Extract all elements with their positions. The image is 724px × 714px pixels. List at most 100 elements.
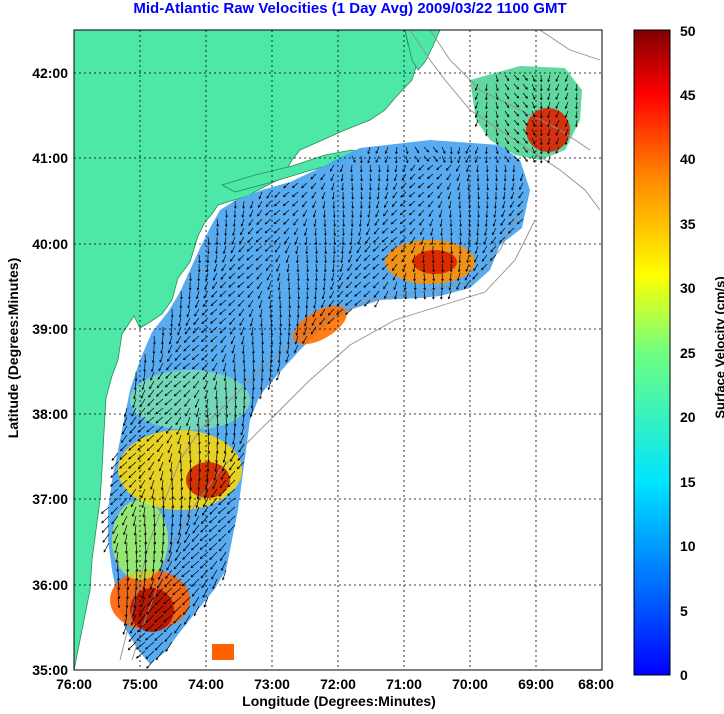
velocity-arrow: [187, 506, 191, 517]
velocity-arrow: [439, 209, 443, 218]
velocity-arrow: [198, 254, 201, 263]
velocity-arrow: [495, 92, 499, 100]
velocity-arrowhead: [459, 233, 463, 237]
velocity-arrowhead: [564, 88, 568, 92]
velocity-arrow: [522, 146, 528, 153]
velocity-arrowhead: [138, 476, 142, 480]
velocity-arrow: [490, 245, 497, 252]
velocity-arrow: [232, 434, 236, 445]
velocity-arrowhead: [164, 411, 168, 415]
velocity-arrowhead: [403, 287, 407, 291]
velocity-arrow: [255, 245, 263, 252]
velocity-arrowhead: [320, 313, 323, 317]
velocity-arrowhead: [214, 396, 218, 400]
velocity-arrow: [517, 200, 524, 207]
velocity-arrow: [189, 470, 192, 481]
velocity-arrow: [256, 227, 263, 234]
velocity-arrow: [485, 155, 488, 163]
velocity-arrow: [472, 272, 479, 280]
velocity-arrowhead: [474, 124, 478, 128]
velocity-arrowhead: [167, 350, 171, 354]
velocity-arrow: [431, 236, 434, 245]
velocity-arrowhead: [313, 305, 316, 309]
velocity-arrowhead: [170, 324, 174, 328]
velocity-arrowhead: [160, 487, 164, 491]
velocity-arrow: [394, 290, 398, 299]
velocity-arrowhead: [564, 133, 568, 137]
velocity-arrowhead: [332, 215, 336, 219]
velocity-arrow: [132, 506, 137, 517]
velocity-arrowhead: [277, 278, 280, 282]
velocity-arrowhead: [224, 387, 228, 391]
velocity-arrowhead: [342, 206, 345, 210]
velocity-arrow: [149, 470, 155, 480]
velocity-arrow: [392, 191, 398, 199]
velocity-arrow: [450, 227, 452, 236]
velocity-arrowhead: [151, 360, 155, 364]
velocity-arrowhead: [391, 204, 395, 208]
velocity-arrow: [320, 308, 326, 317]
velocity-arrow: [218, 533, 227, 542]
velocity-arrow: [446, 164, 452, 171]
velocity-arrow: [432, 272, 435, 281]
velocity-arrow: [207, 434, 210, 445]
velocity-arrow: [517, 218, 524, 225]
velocity-arrowhead: [269, 369, 272, 373]
velocity-arrowhead: [266, 277, 270, 281]
velocity-arrow: [418, 200, 425, 207]
velocity-arrowhead: [199, 565, 203, 569]
velocity-arrowhead: [392, 277, 396, 281]
velocity-arrowhead: [188, 496, 192, 500]
velocity-arrow: [180, 479, 183, 490]
velocity-arrowhead: [363, 275, 367, 279]
velocity-arrow: [491, 236, 497, 244]
velocity-arrowhead: [382, 222, 386, 226]
velocity-arrowhead: [381, 248, 385, 252]
velocity-arrow: [565, 74, 569, 82]
velocity-arrowhead: [486, 187, 490, 191]
velocity-arrow: [315, 254, 318, 263]
velocity-arrowhead: [440, 287, 444, 291]
velocity-arrow: [110, 497, 119, 505]
velocity-arrowhead: [331, 269, 335, 273]
velocity-arrowhead: [532, 151, 536, 154]
velocity-arrow: [250, 200, 254, 209]
x-axis: 76:00 75:00 74:00 73:00 72:00 71:00 70:0…: [56, 676, 614, 692]
velocity-arrow: [311, 317, 317, 326]
velocity-arrow: [179, 452, 182, 463]
velocity-arrowhead: [302, 341, 305, 344]
velocity-arrowhead: [386, 169, 390, 173]
velocity-arrowhead: [331, 196, 335, 200]
velocity-arrowhead: [139, 404, 143, 408]
velocity-arrow: [161, 335, 164, 345]
velocity-arrow: [169, 335, 173, 345]
velocity-arrow: [258, 200, 263, 208]
velocity-arrowhead: [170, 478, 174, 482]
velocity-arrowhead: [195, 414, 199, 418]
velocity-arrow: [213, 470, 218, 481]
velocity-arrowhead: [192, 376, 196, 379]
velocity-arrowhead: [399, 221, 403, 225]
velocity-arrow: [513, 92, 519, 99]
velocity-arrowhead: [186, 423, 189, 427]
velocity-arrowhead: [283, 185, 286, 189]
velocity-arrow: [134, 380, 137, 390]
velocity-arrowhead: [440, 296, 443, 300]
velocity-arrow: [346, 272, 353, 280]
velocity-arrow: [446, 173, 452, 180]
velocity-arrow: [306, 272, 309, 281]
velocity-arrow: [332, 263, 335, 272]
velocity-arrow: [367, 218, 371, 227]
velocity-arrow: [465, 263, 470, 272]
velocity-arrowhead: [174, 358, 178, 361]
velocity-arrowhead: [246, 285, 250, 289]
velocity-arrowhead: [381, 257, 385, 261]
velocity-arrowhead: [402, 169, 406, 173]
velocity-arrowhead: [156, 385, 160, 389]
velocity-arrowhead: [465, 269, 469, 273]
velocity-arrowhead: [238, 449, 242, 453]
velocity-arrowhead: [217, 520, 221, 523]
velocity-arrowhead: [129, 484, 132, 488]
velocity-arrowhead: [131, 413, 134, 417]
y-tick-label: 35:00: [32, 662, 68, 678]
